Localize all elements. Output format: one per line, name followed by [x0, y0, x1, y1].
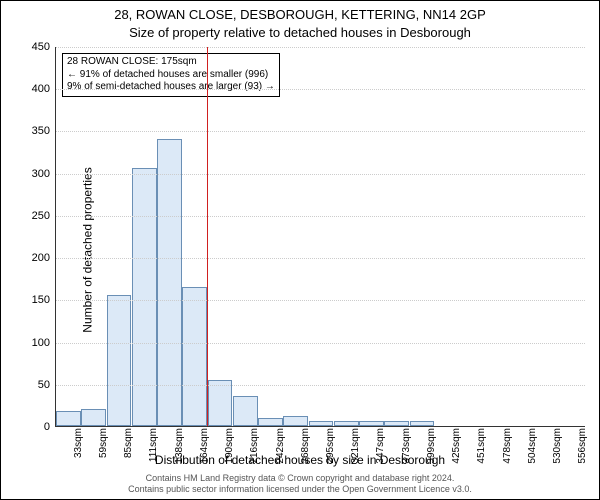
y-tick: 50 — [38, 379, 50, 391]
reference-line — [207, 47, 208, 426]
bar — [132, 168, 157, 426]
gridline — [56, 89, 585, 90]
y-tick: 250 — [32, 210, 50, 222]
bar — [233, 396, 258, 426]
footer: Contains HM Land Registry data © Crown c… — [1, 473, 599, 495]
bar — [334, 421, 359, 426]
gridline — [56, 343, 585, 344]
bar — [56, 411, 81, 426]
bar — [359, 421, 384, 426]
bar — [107, 295, 132, 426]
gridline — [56, 47, 585, 48]
plot-area: 28 ROWAN CLOSE: 175sqm ← 91% of detached… — [55, 47, 585, 427]
y-tick: 150 — [32, 294, 50, 306]
chart-title-address: 28, ROWAN CLOSE, DESBOROUGH, KETTERING, … — [1, 7, 599, 22]
bar — [157, 139, 182, 426]
y-tick: 0 — [44, 421, 50, 433]
chart-title-subtitle: Size of property relative to detached ho… — [1, 25, 599, 40]
y-tick: 300 — [32, 168, 50, 180]
bar — [410, 421, 435, 426]
bar — [384, 421, 409, 426]
footer-line1: Contains HM Land Registry data © Crown c… — [1, 473, 599, 484]
bars-group — [56, 47, 585, 426]
y-tick: 350 — [32, 125, 50, 137]
bar — [182, 287, 207, 426]
bar — [208, 380, 233, 426]
bar — [309, 421, 334, 426]
gridline — [56, 131, 585, 132]
gridline — [56, 385, 585, 386]
annotation-line2: ← 91% of detached houses are smaller (99… — [67, 69, 275, 82]
y-tick: 400 — [32, 83, 50, 95]
bar — [258, 418, 283, 426]
annotation-line1: 28 ROWAN CLOSE: 175sqm — [67, 56, 275, 69]
bar — [81, 409, 106, 426]
annotation-line3: 9% of semi-detached houses are larger (9… — [67, 81, 275, 94]
gridline — [56, 300, 585, 301]
gridline — [56, 174, 585, 175]
bar — [283, 416, 308, 426]
gridline — [56, 258, 585, 259]
footer-line2: Contains public sector information licen… — [1, 484, 599, 495]
x-axis-label: Distribution of detached houses by size … — [1, 453, 599, 467]
chart-container: 28, ROWAN CLOSE, DESBOROUGH, KETTERING, … — [0, 0, 600, 500]
y-tick: 450 — [32, 41, 50, 53]
y-tick: 200 — [32, 252, 50, 264]
gridline — [56, 216, 585, 217]
y-tick: 100 — [32, 337, 50, 349]
